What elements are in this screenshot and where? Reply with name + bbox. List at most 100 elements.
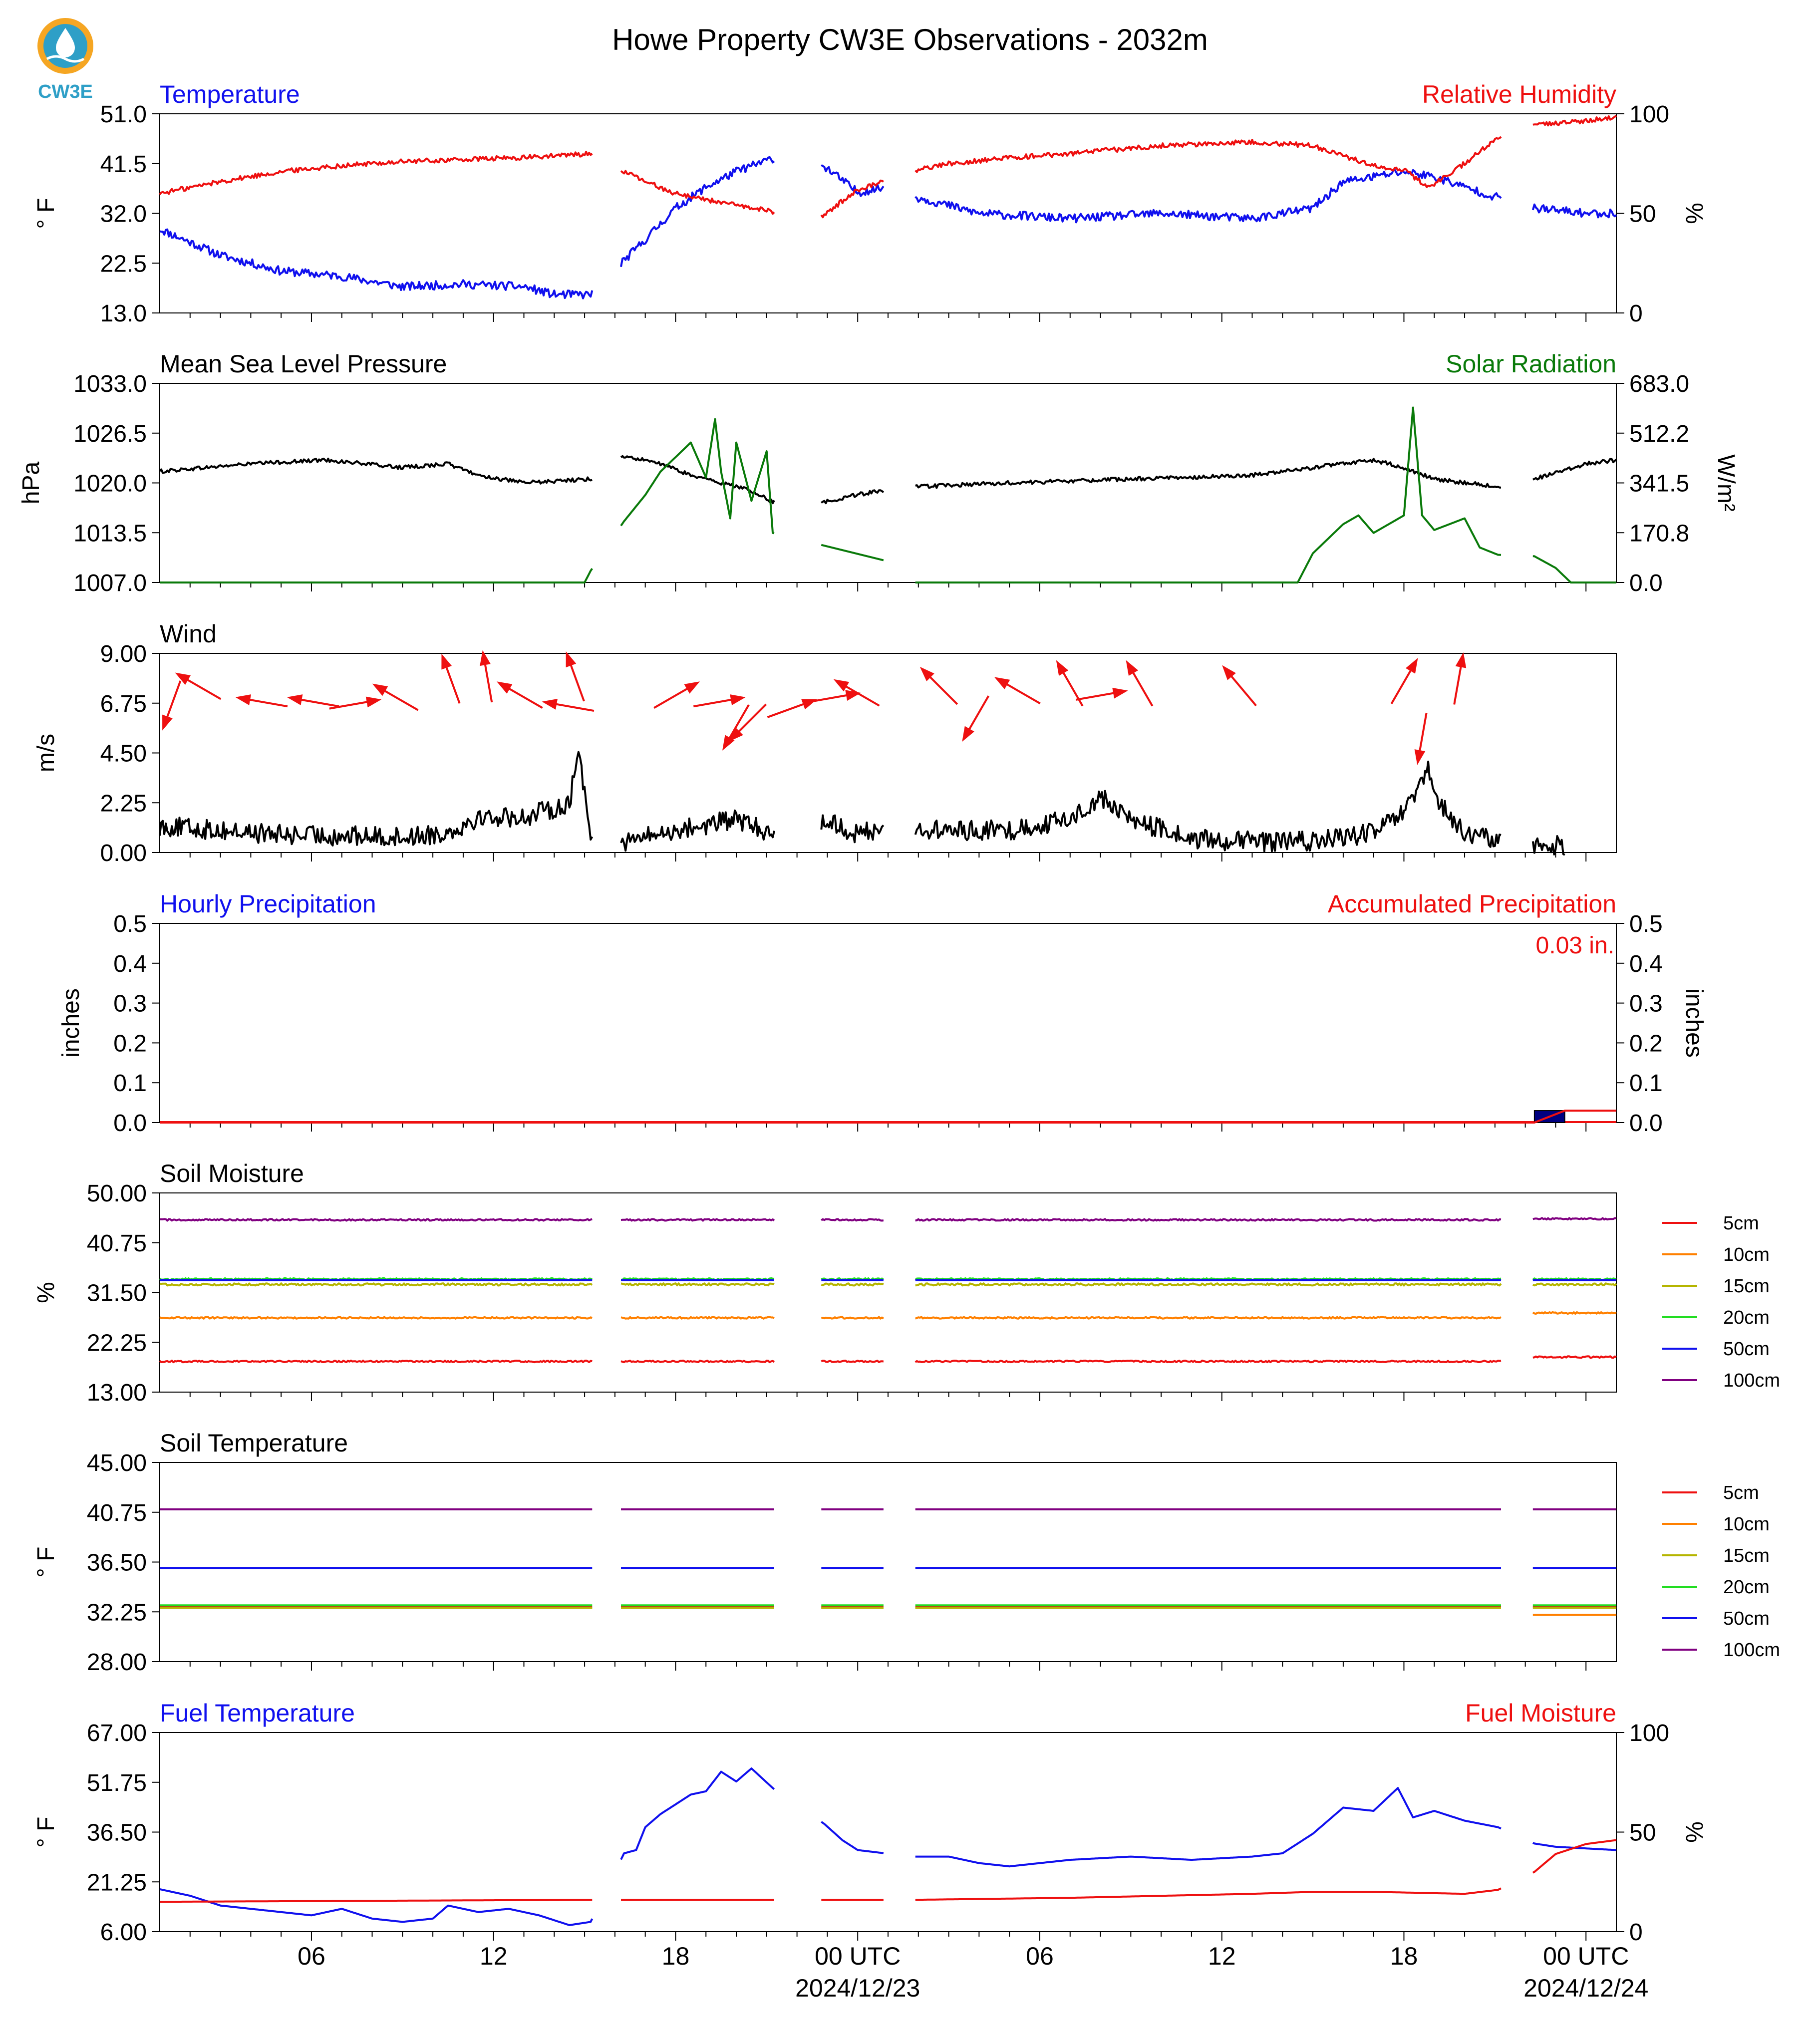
y-tick-label-right: 683.0	[1629, 371, 1689, 397]
legend-label: 5cm	[1723, 1213, 1759, 1234]
y-tick-label: 6.00	[100, 1919, 147, 1946]
y-tick-label-right: 100	[1629, 101, 1669, 128]
y-tick-label: 67.00	[87, 1720, 147, 1746]
y-tick-label: 41.5	[100, 151, 147, 178]
plot-frame	[159, 923, 1617, 1123]
y-axis-label-right: inches	[1681, 988, 1707, 1058]
wind-direction-arrow	[162, 680, 182, 731]
wind-direction-arrow	[372, 683, 419, 711]
figure-title: Howe Property CW3E Observations - 2032m	[612, 23, 1208, 56]
wind-direction-arrow	[175, 672, 222, 700]
y-axis-label: hPa	[18, 461, 44, 504]
wind-arrow-head-icon	[994, 677, 1010, 689]
y-tick-label: 4.50	[100, 741, 147, 767]
panel-precipitation: Hourly Precipitation Accumulated Precipit…	[58, 890, 1707, 1137]
wind-direction-arrow	[1075, 687, 1128, 701]
panel-pressure-solar: Mean Sea Level Pressure Solar Radiation 10…	[18, 350, 1739, 596]
series-15cm-line	[159, 1282, 1617, 1287]
y-tick-label: 36.50	[87, 1820, 147, 1846]
y-tick-label: 50.00	[87, 1180, 147, 1207]
y-tick-label-right: 341.5	[1629, 471, 1689, 497]
y-tick-label-right: 0	[1629, 300, 1643, 327]
y-tick-label: 36.50	[87, 1550, 147, 1576]
x-tick-label: 18	[1390, 1942, 1418, 1970]
y-tick-label-right: 0.4	[1629, 951, 1663, 977]
wind-arrow-head-icon	[441, 653, 452, 670]
y-axis-label: m/s	[33, 734, 59, 772]
wind-arrow-head-icon	[1112, 687, 1128, 699]
legend-label: 15cm	[1723, 1545, 1770, 1566]
y-tick-label-right: 512.2	[1629, 421, 1689, 447]
wind-direction-arrow	[1414, 712, 1428, 765]
x-tick-label: 12	[1208, 1942, 1236, 1970]
wind-arrow-head-icon	[833, 679, 850, 692]
wind-direction-arrow	[833, 679, 880, 707]
wind-arrow-head-icon	[235, 694, 251, 705]
y-tick-label-right: 0.2	[1629, 1030, 1663, 1057]
panel-fuel: Fuel Temperature Fuel Moisture 6.00 21.25 36…	[33, 1699, 1707, 1946]
panel-title-left: Fuel Temperature	[160, 1699, 355, 1727]
legend-label: 15cm	[1723, 1276, 1770, 1297]
wind-arrow-head-icon	[1126, 660, 1139, 676]
wind-arrow-head-icon	[566, 651, 577, 668]
x-tick-label: 00 UTC	[1543, 1942, 1629, 1970]
x-tick-label: 06	[298, 1942, 325, 1970]
wind-arrow-head-icon	[287, 694, 303, 705]
y-tick-label: 1013.5	[73, 520, 147, 547]
legend-label: 5cm	[1723, 1482, 1759, 1503]
y-tick-label: 1026.5	[73, 421, 147, 447]
y-axis-label: inches	[58, 988, 84, 1058]
y-tick-label: 0.2	[113, 1030, 147, 1057]
wind-arrow-head-icon	[919, 666, 934, 681]
legend-label: 100cm	[1723, 1370, 1780, 1391]
series-fuel-temperature-line	[159, 1767, 1617, 1926]
y-tick-label-right: 170.8	[1629, 520, 1689, 547]
wind-direction-arrow	[808, 690, 861, 703]
y-tick-label-right: 0.5	[1629, 911, 1663, 937]
legend-label: 10cm	[1723, 1244, 1770, 1265]
y-tick-label-right: 0.0	[1629, 570, 1663, 596]
panel-title-right: Solar Radiation	[1446, 350, 1616, 378]
panel-soil-moisture: Soil Moisture 13.00 22.25 31.50 40.75 50.00% 5…	[33, 1159, 1780, 1406]
series-mean-sea-level-pressure-line	[159, 455, 1617, 505]
legend-label: 50cm	[1723, 1608, 1770, 1629]
series-wind-line	[159, 751, 1565, 856]
y-tick-label-right: 0	[1629, 1919, 1643, 1946]
y-tick-label: 22.25	[87, 1330, 147, 1356]
y-tick-label: 0.1	[113, 1070, 147, 1097]
series-10cm-line	[160, 1607, 1616, 1616]
legend-label: 100cm	[1723, 1640, 1780, 1661]
wind-direction-arrow	[1222, 665, 1257, 707]
logo-wave-icon	[46, 55, 85, 63]
wind-direction-arrow	[480, 650, 493, 703]
wind-direction-arrow	[542, 699, 595, 712]
panel-title-left: Hourly Precipitation	[160, 890, 376, 918]
x-date-label: 2024/12/24	[1523, 1974, 1648, 2002]
y-axis-label: %	[33, 1282, 59, 1303]
y-tick-label: 32.25	[87, 1599, 147, 1626]
y-axis-label: ° F	[33, 1817, 59, 1848]
panel-title-left: Temperature	[160, 80, 300, 108]
y-tick-label-right: 0.0	[1629, 1110, 1663, 1137]
legend-label: 20cm	[1723, 1307, 1770, 1328]
y-tick-label: 1033.0	[73, 371, 147, 397]
panel-soil-temperature: Soil Temperature 28.00 32.25 36.50 40.75 45.0…	[33, 1429, 1780, 1676]
wind-direction-arrow	[566, 651, 585, 702]
wind-direction-arrow	[728, 703, 767, 742]
series-solar-radiation-line	[160, 406, 1616, 583]
panel-title-left: Mean Sea Level Pressure	[160, 350, 447, 378]
y-tick-label-right: 50	[1629, 201, 1656, 228]
legend-label: 10cm	[1723, 1514, 1770, 1535]
wind-arrow-head-icon	[365, 696, 382, 708]
series-relative-humidity-line	[159, 114, 1617, 219]
wind-arrow-head-icon	[175, 672, 191, 685]
panel-title-left: Wind	[160, 620, 217, 648]
plot-frame	[159, 1462, 1617, 1662]
y-tick-label: 0.3	[113, 991, 147, 1017]
wind-direction-arrow	[1390, 658, 1418, 704]
wind-direction-arrow	[1453, 652, 1467, 705]
y-tick-label: 45.00	[87, 1450, 147, 1476]
series-fuel-moisture-line	[159, 1839, 1617, 1903]
y-tick-label: 0.4	[113, 951, 147, 977]
wind-arrow-head-icon	[1414, 749, 1426, 765]
